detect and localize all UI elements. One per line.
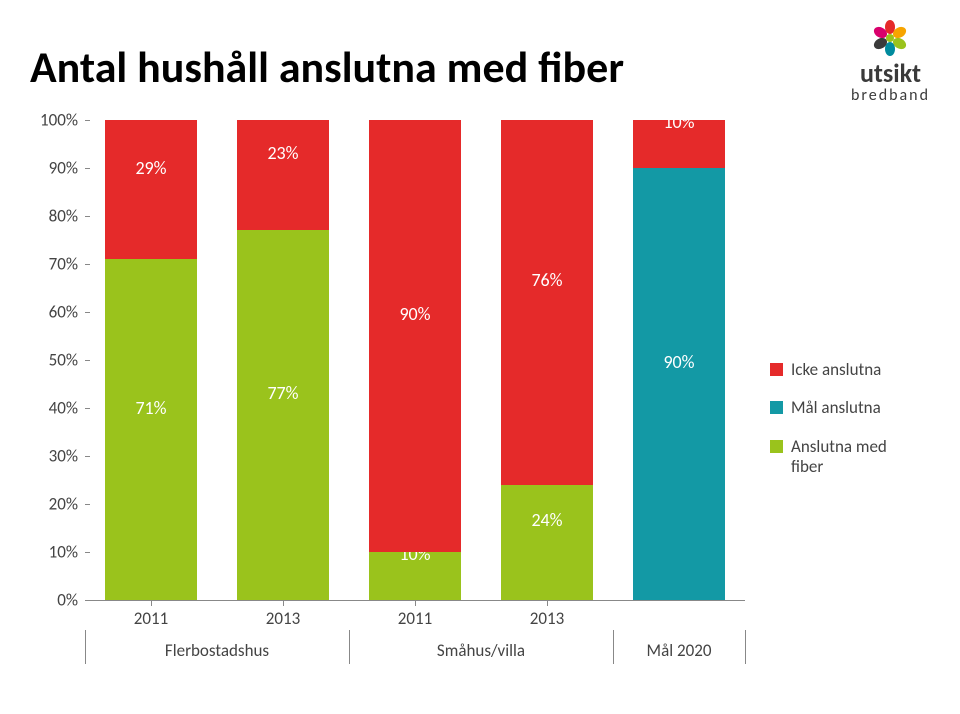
bar: 71% 29% [105,120,197,600]
bar-segment-ansluten [105,259,197,600]
plot-area: 71% 29% 77% 23% 10%90% 24% 76% 90%10% [85,120,745,601]
legend: Icke anslutna Mål anslutna Anslutna med fi… [770,360,920,496]
bar-segment-ansluten [501,485,593,600]
bar-value-label: 23% [237,142,329,164]
x-tick-label: 2011 [375,608,455,629]
y-tick-label: 100% [30,110,78,131]
y-tick-label: 20% [30,494,78,515]
x-tick-label: 2013 [507,608,587,629]
bar-segment-icke [237,120,329,230]
legend-item: Mål anslutna [770,398,920,418]
bar-segment-icke [105,120,197,259]
legend-item: Icke anslutna [770,360,920,380]
x-group-label: Mål 2020 [579,640,779,661]
y-tick-label: 0% [30,590,78,611]
bar-value-label: 10% [633,111,725,133]
x-tick-mark [547,601,548,606]
logo-mark [870,18,910,58]
y-tick-label: 60% [30,302,78,323]
y-tick-label: 50% [30,350,78,371]
bar-segment-icke [369,120,461,552]
x-tick-mark [283,601,284,606]
chart: 0%10%20%30%40%50%60%70%80%90%100% 71%29%… [30,120,930,695]
legend-label: Icke anslutna [791,360,881,380]
x-tick-label: 2011 [111,608,191,629]
bar: 10%90% [369,120,461,600]
group-separator [349,630,350,664]
legend-label: Mål anslutna [791,398,881,418]
y-tick-label: 30% [30,446,78,467]
x-tick-mark [151,601,152,606]
bar-value-label: 29% [105,157,197,179]
bar-value-label: 77% [237,382,329,404]
legend-swatch [770,401,783,414]
x-tick-mark [415,601,416,606]
logo-petal [885,42,895,56]
y-tick-label: 10% [30,542,78,563]
y-tick-label: 70% [30,254,78,275]
bar-value-label: 76% [501,269,593,291]
bar-value-label: 90% [369,303,461,325]
bar: 77% 23% [237,120,329,600]
logo-subtext: bredband [851,86,930,105]
x-tick-label: 2013 [243,608,323,629]
bar-value-label: 71% [105,397,197,419]
bar: 24% 76% [501,120,593,600]
x-group-label: Småhus/villa [381,640,581,661]
y-tick-label: 90% [30,158,78,179]
bar-segment-mal [633,168,725,600]
bar-segment-ansluten [237,230,329,600]
x-group-label: Flerbostadshus [117,640,317,661]
legend-swatch [770,363,783,376]
logo-wordmark: utsikt [851,60,930,86]
bar-value-label: 24% [501,509,593,531]
y-tick-label: 80% [30,206,78,227]
group-separator [85,630,86,664]
y-tick-label: 40% [30,398,78,419]
bar-value-label: 90% [633,351,725,373]
legend-item: Anslutna med fiber [770,437,920,478]
brand-logo: utsikt bredband [851,18,930,105]
legend-label: Anslutna med fiber [791,437,920,478]
bar-segment-icke [501,120,593,485]
bar: 90%10% [633,120,725,600]
legend-swatch [770,440,783,453]
page-title: Antal hushåll anslutna med fiber [30,40,624,94]
